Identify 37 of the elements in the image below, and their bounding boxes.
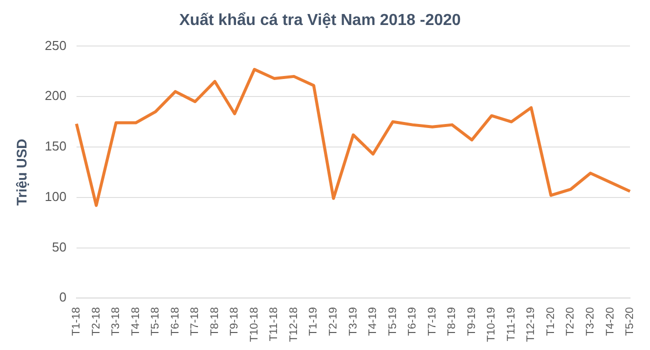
x-tick-label: T12-18 xyxy=(288,307,300,342)
x-tick-label: T4-20 xyxy=(604,307,616,336)
x-tick-label: T7-19 xyxy=(426,307,438,336)
x-tick-label: T1-20 xyxy=(544,307,557,336)
x-tick-label: T7-18 xyxy=(189,307,202,336)
x-tick-label: T9-18 xyxy=(228,307,241,336)
x-tick-label: T10-19 xyxy=(486,307,498,342)
x-tick-label: T2-18 xyxy=(90,307,102,336)
x-tick-label: T11-19 xyxy=(505,307,518,342)
y-tick-label: 200 xyxy=(44,88,66,104)
chart-title: Xuất khẩu cá tra Việt Nam 2018 -2020 xyxy=(179,12,461,30)
x-tick-label: T6-18 xyxy=(169,307,182,336)
y-tick-label: 100 xyxy=(44,188,66,204)
x-tick-label: T2-20 xyxy=(564,307,577,336)
y-tick-label: 0 xyxy=(59,290,66,305)
x-tick-label: T4-19 xyxy=(367,307,380,336)
x-tick-label: T5-19 xyxy=(386,307,399,336)
y-tick-label: 250 xyxy=(44,38,66,53)
y-tick-label: 50 xyxy=(52,239,66,254)
x-tick-label: T1-19 xyxy=(308,307,320,336)
x-tick-label: T10-18 xyxy=(248,307,260,342)
x-tick-label: T12-19 xyxy=(525,307,538,342)
y-tick-label: 150 xyxy=(44,138,66,154)
x-tick-label: T8-18 xyxy=(208,307,221,336)
x-tick-label: T3-20 xyxy=(584,307,596,336)
x-tick-label: T8-19 xyxy=(446,307,458,336)
x-tick-label: T6-19 xyxy=(406,307,419,336)
x-tick-label: T11-18 xyxy=(268,307,280,342)
x-tick-label: T5-18 xyxy=(150,307,162,336)
x-tick-label: T4-18 xyxy=(130,307,142,336)
x-tick-label: T1-18 xyxy=(70,307,83,336)
x-tick-label: T3-18 xyxy=(110,307,122,336)
x-tick-label: T9-19 xyxy=(466,307,478,336)
x-tick-label: T3-19 xyxy=(347,307,360,336)
y-axis-title: Triệu USD xyxy=(13,138,30,206)
x-tick-label: T5-20 xyxy=(624,307,636,336)
x-tick-label: T2-19 xyxy=(328,307,340,336)
